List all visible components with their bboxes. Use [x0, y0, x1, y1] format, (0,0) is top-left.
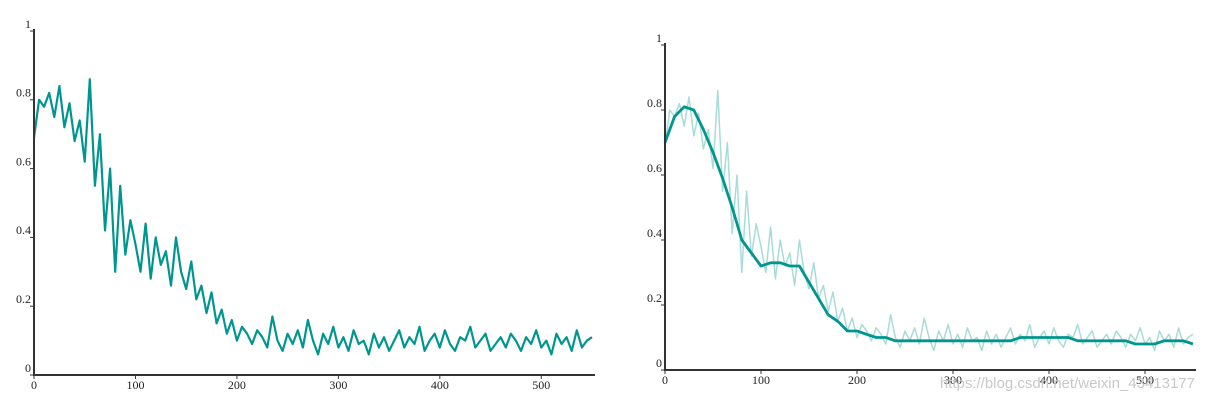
y-tick-label: 0.8	[647, 96, 662, 110]
y-tick-label: 0	[656, 356, 662, 370]
y-tick-label: 0.4	[647, 226, 662, 240]
x-tick-label: 400	[1040, 373, 1058, 387]
watermark: https://blog.csdn.net/weixin_43413177	[940, 375, 1195, 392]
x-tick-label: 400	[431, 378, 449, 392]
x-tick-label: 500	[1136, 373, 1154, 387]
y-tick-label: 1	[656, 31, 662, 45]
x-tick-label: 200	[228, 378, 246, 392]
y-tick-label: 0	[25, 361, 31, 375]
data-line	[663, 105, 1194, 346]
x-tick-label: 500	[532, 378, 550, 392]
x-tick-label: 100	[752, 373, 770, 387]
x-tick-label: 300	[944, 373, 962, 387]
x-tick-label: 0	[662, 373, 668, 387]
axes	[33, 29, 595, 376]
x-tick-label: 0	[31, 378, 37, 392]
y-tick-label: 0.2	[647, 291, 662, 305]
y-tick-label: 0.4	[16, 223, 31, 237]
y-tick-label: 1	[25, 17, 31, 31]
x-tick-label: 100	[126, 378, 144, 392]
y-tick-label: 0.6	[16, 154, 31, 168]
data-line	[664, 89, 1194, 352]
data-line	[32, 78, 593, 356]
x-tick-label: 300	[329, 378, 347, 392]
y-tick-label: 0.6	[647, 161, 662, 175]
y-tick-label: 0.8	[16, 86, 31, 100]
y-tick-label: 0.2	[16, 292, 31, 306]
x-tick-label: 200	[848, 373, 866, 387]
axes	[664, 43, 1196, 371]
